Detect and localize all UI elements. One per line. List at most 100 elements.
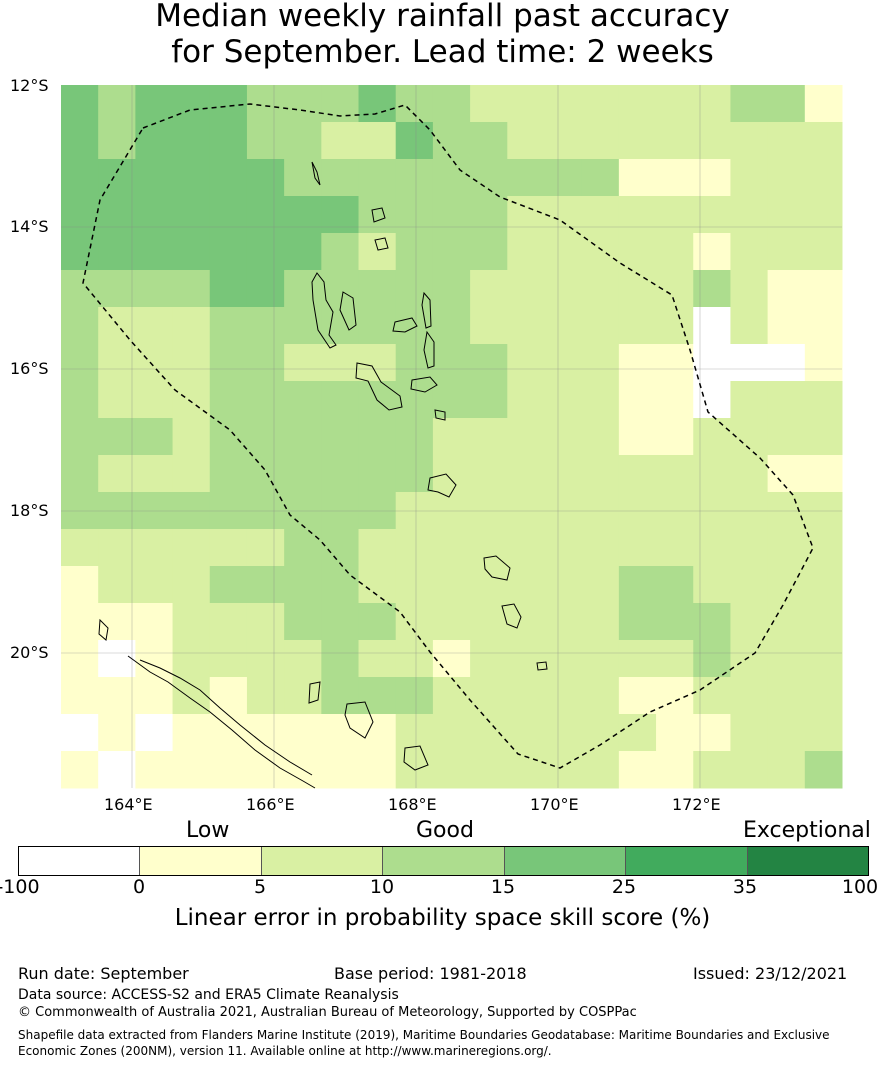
run-date: Run date: September [18,964,189,983]
skill-cell [618,344,657,382]
belep-islands [98,618,109,641]
skill-cell [135,196,174,234]
skill-cell [618,233,657,271]
skill-cell [172,418,211,456]
malekula [355,362,403,411]
skill-cell [246,270,285,308]
lon-label-172e: 172°E [672,795,721,814]
skill-cell [767,640,806,678]
skill-cell [804,603,843,641]
skill-cell [172,381,211,419]
skill-cell [284,714,322,752]
skill-cell [321,344,360,382]
skill-cell [321,603,360,641]
skill-cell [246,307,285,345]
skill-cell [432,85,471,123]
skill-cell [432,381,471,419]
skill-cell [507,640,545,678]
skill-cell [730,85,769,123]
skill-cell [656,344,694,382]
skill-cell [61,122,99,160]
skill-cell [656,381,694,419]
skill-cell [284,159,322,197]
skill-cell [804,344,843,382]
skill-cell [61,159,99,197]
skill-cell [656,233,694,271]
skill-cell [507,566,545,604]
skill-cell [358,529,397,567]
lat-label-14s: 14°S [10,217,49,236]
gridlines [61,85,842,788]
skill-cell [321,714,360,752]
skill-cell [321,455,360,493]
skill-cell [358,566,397,604]
skill-map [61,85,843,789]
skill-cell [98,85,136,123]
skill-cell [61,455,99,493]
skill-cell [209,233,248,271]
skill-cell [432,307,471,345]
lat-label-18s: 18°S [10,501,49,520]
skill-cell [618,122,657,160]
skill-cell [544,196,583,234]
skill-cell [61,714,99,752]
skill-cell [358,455,397,493]
skill-cell [656,196,694,234]
skill-cell [395,270,434,308]
skill-cell [804,677,843,715]
skill-cell [395,714,434,752]
skill-cell [544,455,583,493]
skill-cell [730,381,769,419]
skill-cell [395,307,434,345]
skill-cell [432,418,471,456]
skill-cell [656,566,694,604]
skill-cell [693,714,731,752]
skill-cell [507,455,545,493]
skill-cell [656,307,694,345]
skill-cell [804,233,843,271]
skill-cell [470,344,508,382]
skill-cell [209,714,248,752]
skill-cell [395,381,434,419]
skill-grid [61,85,843,789]
skill-cell [693,529,731,567]
skill-cell [656,751,694,789]
skill-cell [61,233,99,271]
skill-cell [246,196,285,234]
skill-cell [321,566,360,604]
skill-cell [581,307,620,345]
skill-cell [209,640,248,678]
skill-cell [246,159,285,197]
skill-cell [395,122,434,160]
colorbar-tick: 25 [611,876,637,898]
skill-cell [246,381,285,419]
skill-cell [507,381,545,419]
skill-cell [767,381,806,419]
skill-cell [618,196,657,234]
skill-cell [395,233,434,271]
skill-cell [656,714,694,752]
skill-cell [61,418,99,456]
skill-cell [61,751,99,789]
skill-cell [618,529,657,567]
skill-cell [730,122,769,160]
lat-label-12s: 12°S [10,76,49,95]
chart-title-line2: for September. Lead time: 2 weeks [171,34,714,70]
legend-category-good: Good [416,818,474,843]
skill-cell [358,714,397,752]
skill-cell [432,603,471,641]
skill-cell [395,566,434,604]
skill-cell [172,640,211,678]
erromango [483,555,511,581]
skill-cell [730,640,769,678]
skill-cell [284,233,322,271]
skill-cell [804,418,843,456]
skill-cell [432,270,471,308]
skill-cell [321,677,360,715]
skill-cell [804,85,843,123]
skill-cell [581,233,620,271]
skill-cell [209,751,248,789]
skill-cell [730,307,769,345]
skill-cell [321,233,360,271]
skill-cell [507,344,545,382]
